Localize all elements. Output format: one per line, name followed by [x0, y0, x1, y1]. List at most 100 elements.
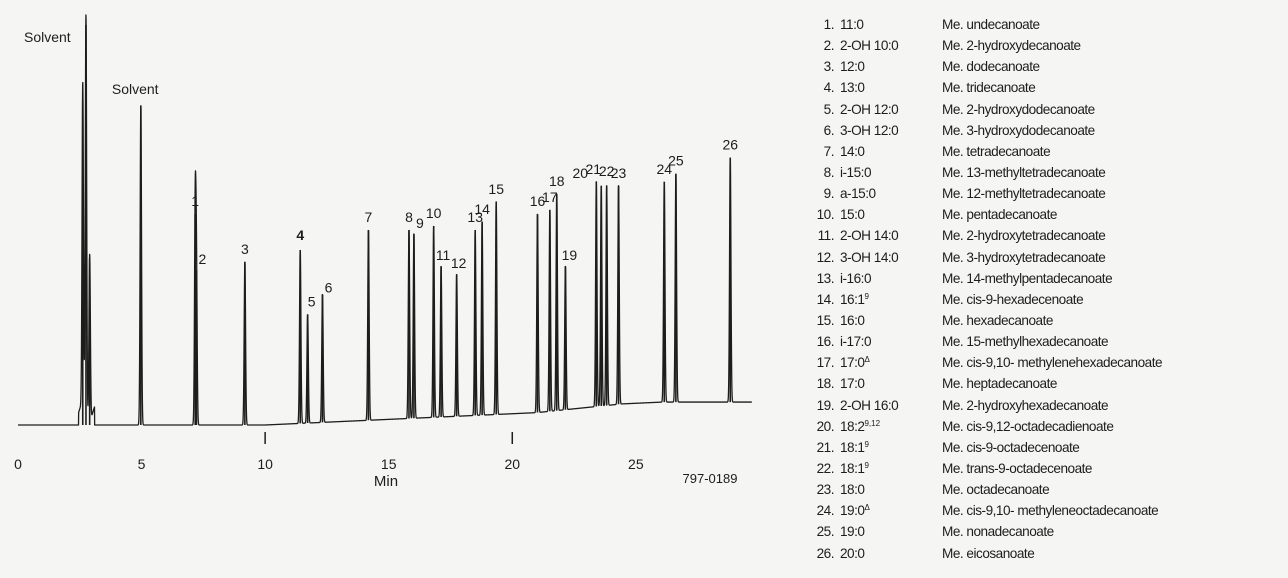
legend-item: 9. a-15:0 Me. 12-methyltetradecanoate: [810, 183, 1280, 204]
peak-label: 15: [488, 181, 504, 197]
peak-label: 13: [467, 209, 483, 225]
legend-number: 15.: [816, 312, 835, 328]
legend-number: 7.: [823, 143, 835, 159]
legend-code: 19:0: [840, 521, 865, 542]
legend-code-text: 19:0: [840, 524, 865, 540]
legend-number: 11.: [817, 228, 835, 244]
legend-code-text: 11:0: [840, 17, 864, 32]
legend-item: 17. 17:0Δ Me. cis-9,10- methylenehexadecan…: [810, 352, 1280, 373]
peak-label: 9: [416, 215, 424, 231]
peak-label: 12: [451, 255, 467, 271]
legend-name: Me. hexadecanoate: [942, 312, 1053, 328]
peak-label: 22: [599, 163, 615, 179]
legend-item: 16. i-17:0 Me. 15-methylhexadecanoate: [810, 331, 1280, 352]
legend-number: 17.: [816, 355, 835, 371]
legend-code: 20:0: [840, 543, 865, 564]
x-tick-label: 25: [628, 456, 644, 472]
legend-code: a-15:0: [840, 183, 876, 204]
legend-name: Me. tetradecanoate: [942, 143, 1051, 159]
legend-number: 12.: [816, 249, 835, 265]
peak-label: 1: [191, 193, 199, 209]
legend-number: 13.: [816, 270, 835, 286]
legend-number: 16.: [816, 334, 835, 350]
legend-number: 26.: [816, 545, 835, 561]
legend-item: 14. 16:19 Me. cis-9-hexadecenoate: [810, 289, 1280, 310]
legend-number: 9.: [823, 186, 835, 202]
legend-number: 18.: [816, 376, 835, 392]
legend-code-superscript: 9,12: [864, 418, 881, 428]
legend-code: 17:0: [840, 373, 865, 394]
peak-label: 24: [656, 161, 672, 177]
legend-item: 11. 2-OH 14:0 Me. 2-hydroxytetradecanoate: [810, 225, 1280, 246]
legend-code-text: 2-OH 10:0: [840, 38, 899, 54]
legend-name: Me. nonadecanoate: [942, 524, 1054, 540]
legend-code-text: 2-OH 12:0: [840, 101, 899, 117]
legend-number: 25.: [816, 524, 835, 540]
legend-code: 12:0: [840, 56, 865, 77]
legend-code: i-16:0: [840, 268, 872, 289]
legend-code-text: 2-OH 16:0: [840, 397, 899, 413]
trace-layer: [17, 14, 753, 426]
legend-code: 13:0: [840, 77, 865, 98]
legend-name: Me. 2-hydroxytetradecanoate: [942, 228, 1106, 244]
legend-code: i-15:0: [840, 162, 872, 183]
figure-code: 797-0189: [683, 471, 738, 486]
solvent-label: Solvent: [24, 29, 71, 45]
peak-label: 23: [611, 165, 627, 181]
legend-code: 2-OH 14:0: [840, 225, 899, 246]
legend-item: 15. 16:0 Me. hexadecanoate: [810, 310, 1280, 331]
legend-name: Me. 2-hydroxydodecanoate: [942, 101, 1095, 117]
peak-label: 20: [573, 165, 589, 181]
legend-number: 22.: [816, 460, 835, 476]
solvent-label: Solvent: [112, 81, 159, 97]
legend-code: 16:19: [840, 289, 869, 310]
legend-name: Me. 13-methyltetradecanoate: [942, 164, 1106, 180]
peak-label: 17: [542, 189, 558, 205]
peak-label: 16: [530, 193, 546, 209]
legend-code: 2-OH 16:0: [840, 395, 899, 416]
peak-legend: 1. 11:0 Me. undecanoate 2. 2-OH 10:0 Me. 2-hy…: [810, 14, 1280, 564]
x-tick-label: 0: [14, 456, 22, 472]
legend-name: Me. 3-hydroxydodecanoate: [942, 122, 1095, 138]
peak-label: 2: [199, 251, 207, 267]
x-tick-label: 20: [504, 456, 520, 472]
legend-code-text: 13:0: [840, 80, 865, 96]
legend-name: Me. dodecanoate: [942, 59, 1040, 75]
legend-number: 5.: [823, 101, 835, 117]
legend-name: Me. heptadecanoate: [942, 376, 1057, 392]
legend-code-text: 18:1: [840, 460, 865, 476]
legend-code-superscript: 9: [864, 291, 869, 301]
peak-label: 8: [405, 209, 413, 225]
legend-code: 3-OH 12:0: [840, 120, 899, 141]
legend-code: 2-OH 12:0: [840, 99, 899, 120]
legend-item: 1. 11:0 Me. undecanoate: [810, 14, 1280, 35]
legend-name: Me. cis-9,10- methylenehexadecanoate: [942, 355, 1163, 371]
legend-code: 18:29,12: [840, 416, 880, 437]
legend-code-text: a-15:0: [840, 186, 876, 202]
legend-item: 3. 12:0 Me. dodecanoate: [810, 56, 1280, 77]
legend-code-text: 2-OH 14:0: [840, 228, 899, 244]
legend-item: 20. 18:29,12 Me. cis-9,12-octadecadienoate: [810, 416, 1280, 437]
peak-label: 21: [585, 161, 601, 177]
legend-code: 18:0: [840, 479, 865, 500]
legend-code: 15:0: [840, 204, 865, 225]
x-tick-label: 15: [381, 456, 397, 472]
legend-code-text: 15:0: [840, 207, 865, 223]
legend-number: 1.: [823, 17, 835, 32]
legend-name: Me. eicosanoate: [942, 545, 1035, 561]
legend-number: 19.: [816, 397, 835, 413]
legend-item: 12. 3-OH 14:0 Me. 3-hydroxytetradecanoate: [810, 247, 1280, 268]
peak-label: 3: [241, 241, 249, 257]
x-tick-label: 10: [257, 456, 273, 472]
legend-item: 13. i-16:0 Me. 14-methylpentadecanoate: [810, 268, 1280, 289]
legend-item: 5. 2-OH 12:0 Me. 2-hydroxydodecanoate: [810, 99, 1280, 120]
x-axis: 0 5 10 15 20 25: [14, 432, 644, 472]
legend-item: 21. 18:19 Me. cis-9-octadecenoate: [810, 437, 1280, 458]
legend-code: 18:19: [840, 437, 869, 458]
legend-number: 24.: [816, 503, 835, 519]
legend-item: 24. 19:0Δ Me. cis-9,10- methyleneoctadecan…: [810, 500, 1280, 521]
peak-label: 19: [562, 247, 578, 263]
legend-item: 7. 14:0 Me. tetradecanoate: [810, 141, 1280, 162]
